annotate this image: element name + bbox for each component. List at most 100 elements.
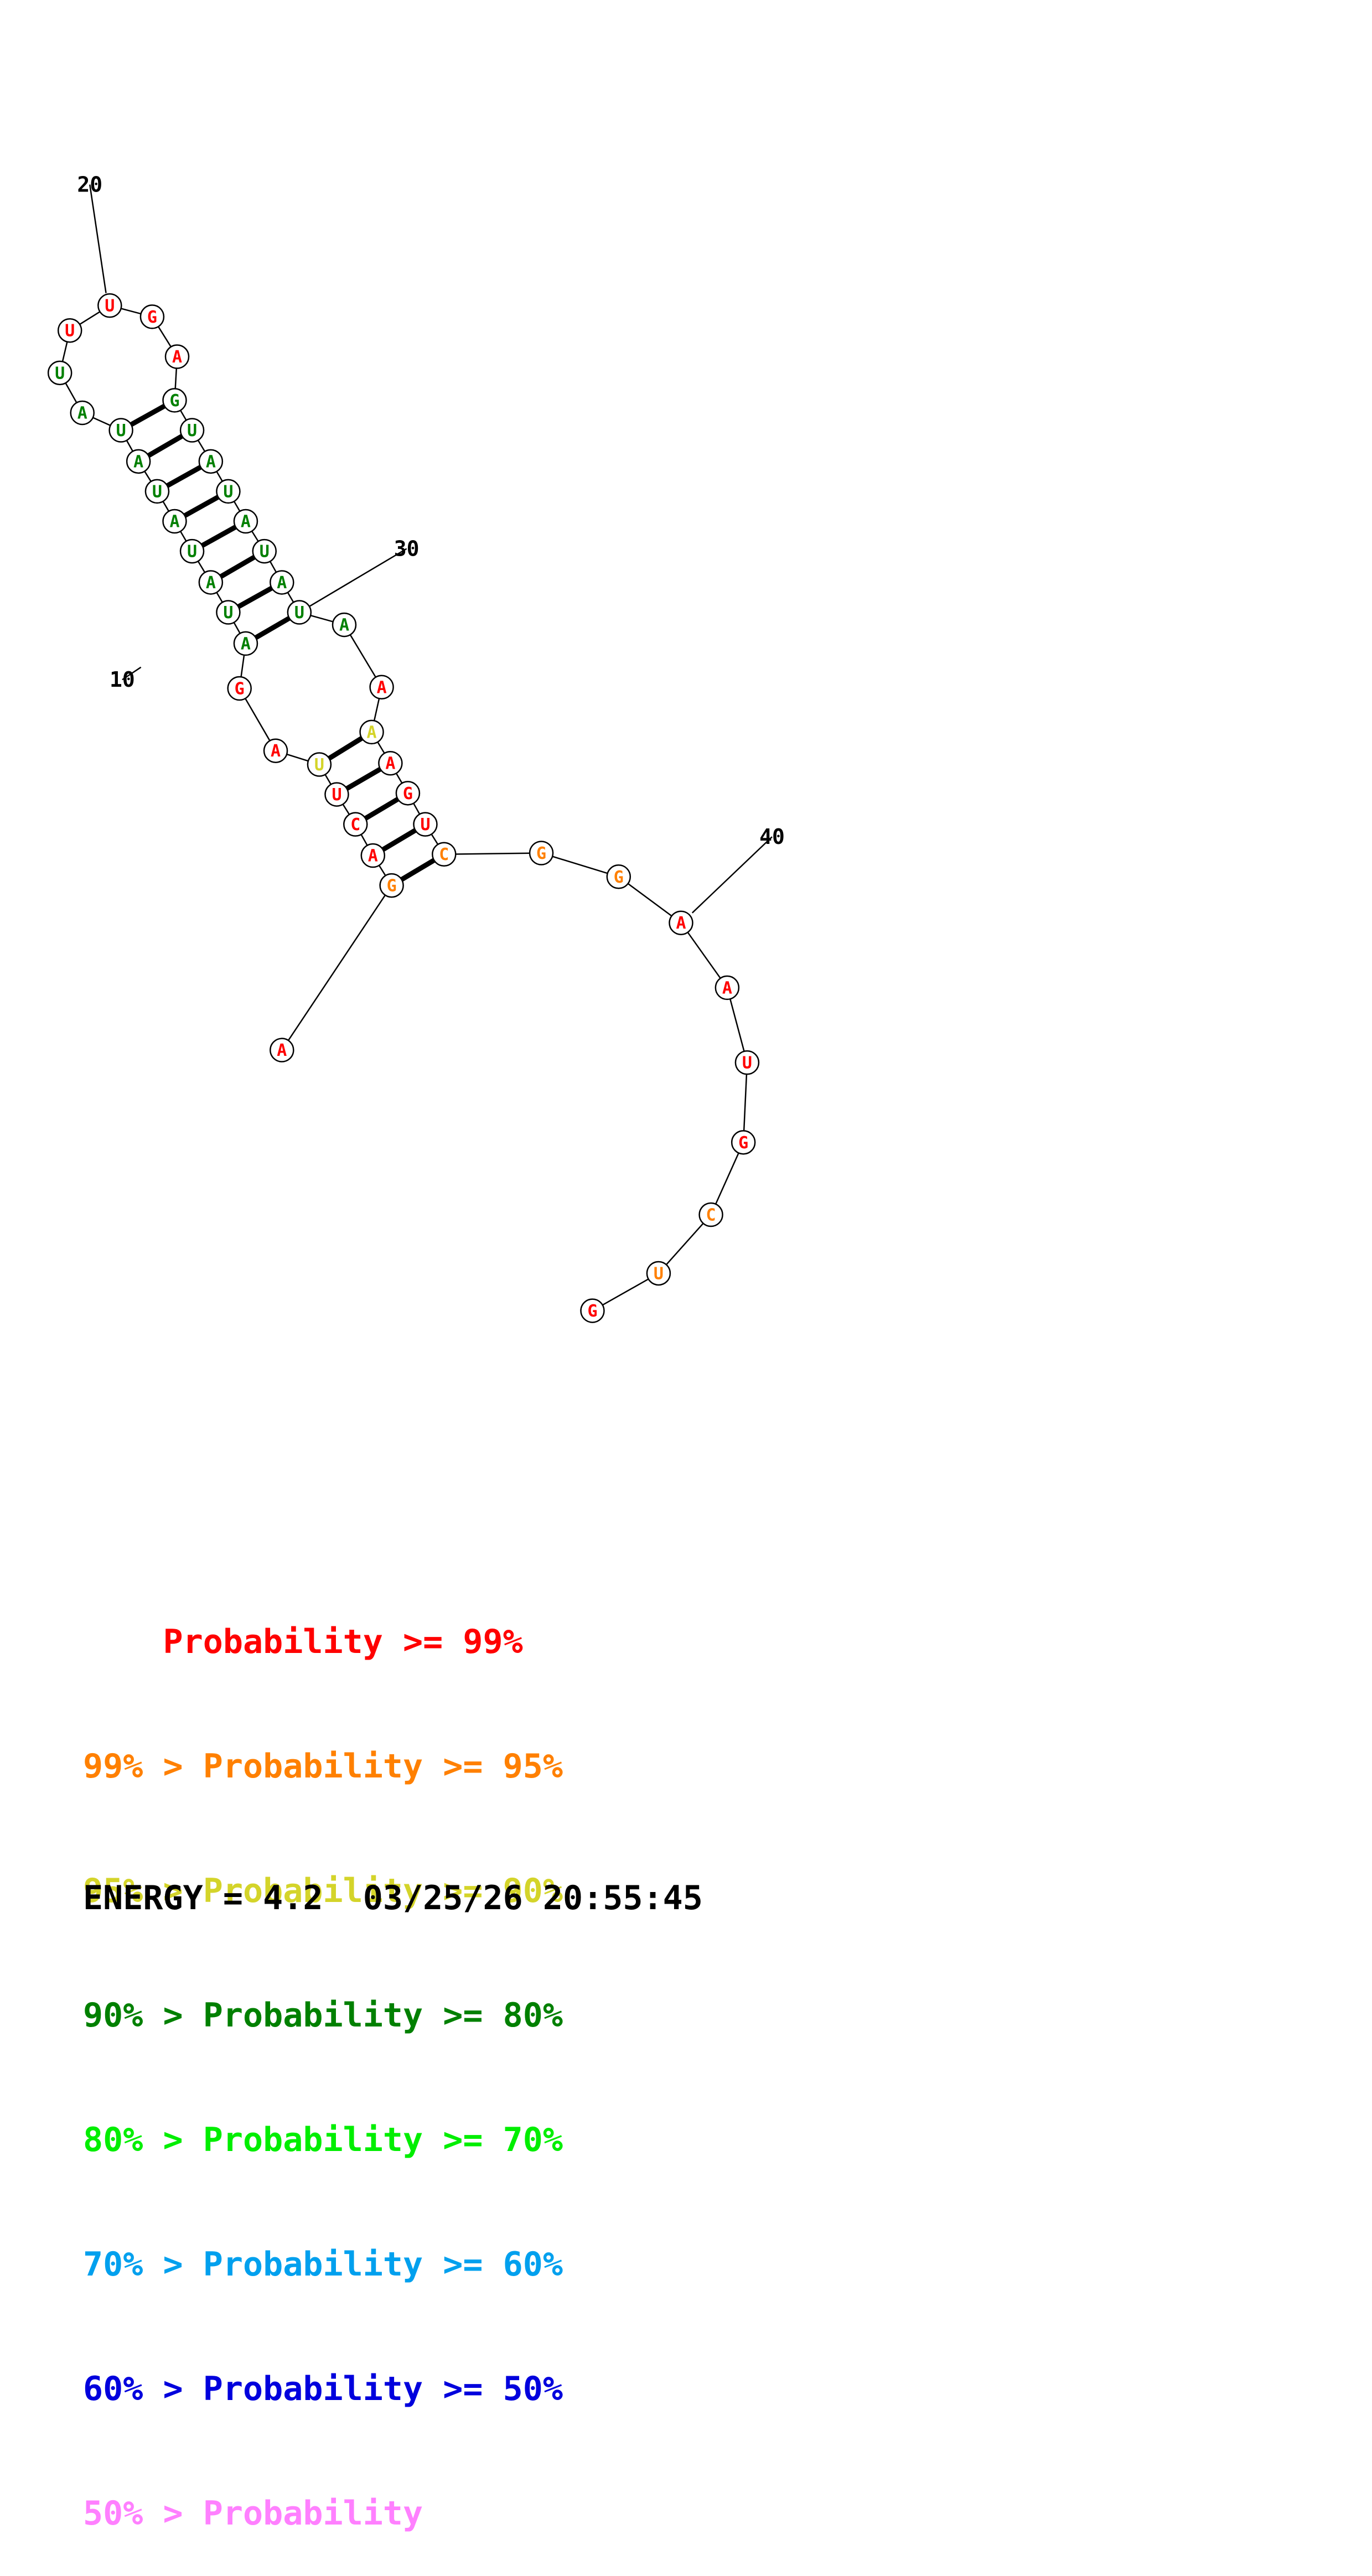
nucleotide: U [108,418,133,443]
legend-label: Probability >= 90% [203,1872,563,1910]
nucleotide-circle [332,612,357,637]
nucleotide-letter: G [387,877,397,896]
nucleotide-circle [432,842,457,867]
nucleotide-letter: A [277,1041,287,1060]
nucleotide-letter: U [116,421,126,440]
nucleotide-letter: A [77,403,87,423]
nucleotide-circle [698,1202,723,1227]
position-tick [299,548,407,613]
nucleotide: A [332,612,357,637]
nucleotide: U [144,479,170,504]
position-label: 10 [110,667,135,692]
nucleotide: A [198,449,224,474]
nucleotide: U [179,418,205,443]
nucleotide-letter: A [722,978,732,998]
nucleotide-letter: U [332,785,341,805]
nucleotide-circle [378,750,403,776]
nucleotide-circle [715,975,740,1001]
backbone-link [541,852,619,878]
nucleotide-letter: U [187,542,197,562]
nucleotide: U [734,1050,760,1075]
legend-label: Probability >= 95% [203,1747,563,1786]
legend-label: Probability >= 70% [203,2121,563,2159]
nucleotide: G [379,873,404,898]
nucleotide-circle [606,864,631,889]
nucleotide: A [126,449,151,474]
nucleotide: G [139,304,165,329]
legend-prefix: 60% > [83,2370,203,2408]
nucleotide: A [233,631,258,656]
backbone-link [680,922,728,988]
nucleotide-letter: G [147,308,157,327]
nucleotide: U [97,293,122,318]
nucleotide-circle [227,676,252,701]
position-label: 40 [759,825,785,849]
nucleotide-letter: A [339,616,349,635]
nucleotide: G [227,676,252,701]
backbone-link [710,1142,744,1215]
nucleotide-letter: U [420,815,430,835]
base-pair-layer [120,398,446,888]
nucleotide: A [164,344,190,369]
legend-row: 70% > Probability >= 60% [83,2244,563,2285]
nucleotide: G [529,841,554,865]
nucleotide-circle [108,418,133,443]
nucleotide: U [216,600,241,625]
nucleotide-letter: U [152,482,162,501]
nucleotide-circle [216,600,241,625]
nucleotide-letter: A [367,723,377,742]
nucleotide-circle [198,449,224,474]
legend-prefix: 70% > [83,2245,203,2284]
nucleotide-circle [252,538,277,564]
nucleotide-circle [263,738,288,763]
legend-row: 80% > Probability >= 70% [83,2119,563,2161]
nucleotide: C [343,812,368,837]
position-tick [691,836,773,914]
nucleotide-circle [70,400,95,426]
nucleotide-circle [646,1261,671,1286]
nucleotide: A [359,719,384,745]
legend-label: Probability >= 80% [203,1996,563,2035]
nucleotide: A [263,738,288,763]
nucleotide-letter: U [742,1054,752,1073]
position-label: 30 [394,537,420,561]
nucleotide: A [360,843,386,868]
nucleotide-letter: G [235,680,245,699]
nucleotide: C [432,842,457,867]
legend-prefix: 90% > [83,1996,203,2035]
nucleotide-circle [126,449,151,474]
legend-prefix: 99% > [83,1747,203,1786]
nucleotide-circle [47,360,73,386]
nucleotide-letter: U [314,755,324,775]
legend-prefix: 80% > [83,2121,203,2159]
nucleotide-letter: A [377,678,387,697]
nucleotide-letter: U [105,297,115,316]
nucleotide-circle [669,910,693,935]
position-label-layer: 10 20 30 40 [77,173,785,914]
nucleotide: A [198,570,224,595]
nucleotide-circle [360,843,386,868]
backbone-layer [59,304,748,1312]
backbone-link [742,1062,748,1143]
nucleotide-letter: C [706,1206,716,1225]
nucleotide-letter: U [260,542,270,562]
nucleotide: U [216,479,241,504]
nucleotide-circle [144,479,170,504]
legend-row: 90% > Probability >= 80% [83,1995,563,2036]
nucleotide: A [270,570,294,595]
nucleotide-circle [179,538,205,564]
nucleotide-letter: U [654,1264,664,1283]
nucleotide: U [287,600,312,625]
backbone-link [281,885,392,1051]
nucleotide: U [47,360,73,386]
nucleotide: G [580,1298,605,1323]
nucleotide: U [413,812,438,837]
nucleotide: A [715,975,740,1001]
legend-prefix [83,1623,163,1661]
legend-label: Probability [203,2494,423,2533]
nucleotide-circle [270,570,294,595]
nucleotide-letter: U [65,322,75,341]
nucleotide-letter: U [294,603,304,623]
nucleotide-circle [324,782,349,807]
